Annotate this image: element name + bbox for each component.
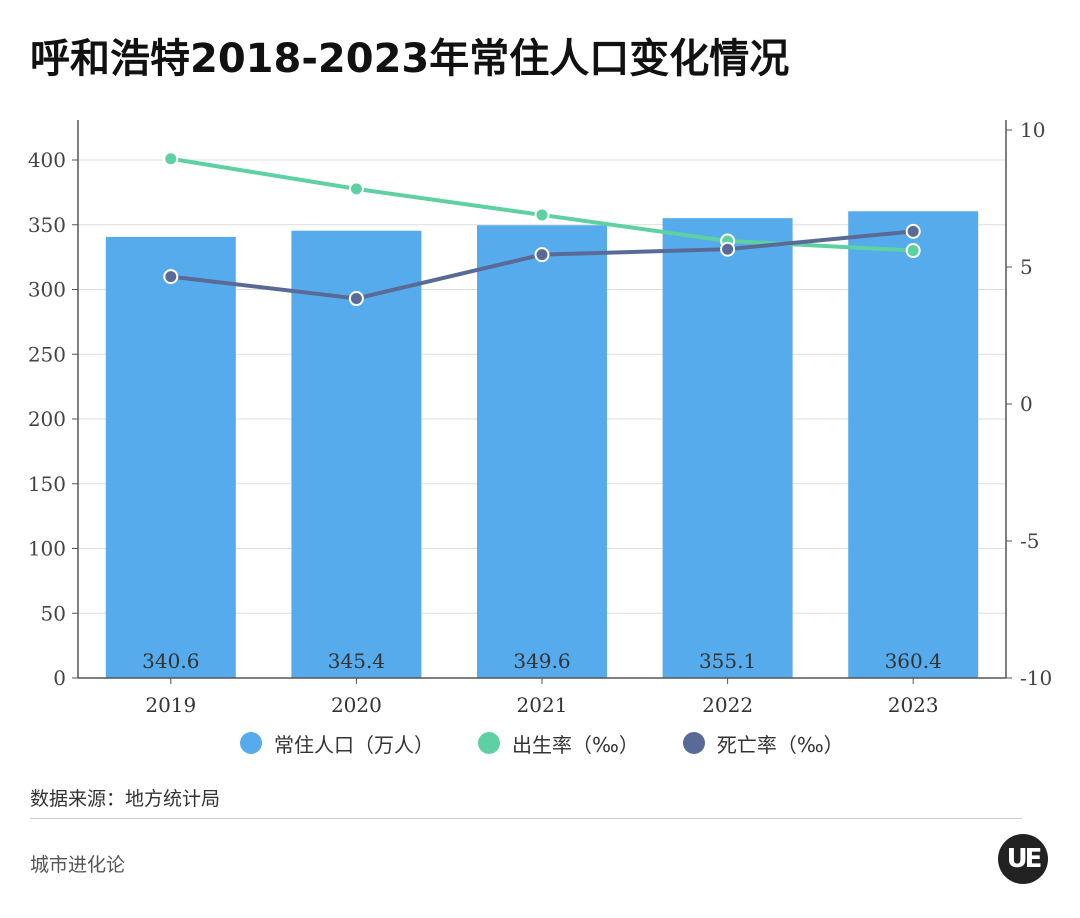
legend-label-birth-rate: 出生率（‰） (512, 732, 639, 757)
bar-label-2020: 345.4 (328, 649, 385, 673)
bar-label-2023: 360.4 (885, 649, 942, 673)
bar-2022 (662, 218, 793, 678)
legend-label-population: 常住人口（万人） (274, 732, 434, 757)
y-left-tick-label: 350 (28, 213, 66, 237)
bar-label-2019: 340.6 (142, 649, 199, 673)
y-right-tick-label: -10 (1020, 666, 1052, 690)
y-left-tick-label: 50 (41, 601, 66, 625)
legend-item-birth-rate: 出生率（‰） (478, 729, 639, 758)
birth-rate-point-2021 (534, 207, 550, 223)
brand-logo-icon: UE (998, 834, 1048, 884)
y-right-tick-label: 10 (1020, 118, 1045, 142)
y-left-tick-label: 200 (28, 407, 66, 431)
y-left-tick-label: 100 (28, 537, 66, 561)
bar-2019 (105, 236, 236, 678)
y-left-tick-label: 300 (28, 278, 66, 302)
legend-label-death-rate: 死亡率（‰） (716, 732, 844, 757)
birth-rate-point-2023 (905, 243, 921, 259)
death-rate-point-2020 (348, 291, 364, 307)
legend-item-death-rate: 死亡率（‰） (682, 729, 844, 758)
y-left-tick-label: 400 (28, 148, 66, 172)
bar-label-2022: 355.1 (699, 649, 756, 673)
brand-name: 城市进化论 (30, 854, 126, 876)
x-tick-label-2021: 2021 (517, 693, 568, 717)
y-right-tick-label: 5 (1020, 255, 1033, 279)
x-tick-label-2023: 2023 (888, 693, 939, 717)
y-left-tick-label: 150 (28, 472, 66, 496)
legend-item-population: 常住人口（万人） (240, 729, 434, 758)
chart-legend: 常住人口（万人） 出生率（‰） 死亡率（‰） (240, 728, 888, 758)
chart-title: 呼和浩特2018-2023年常住人口变化情况 (30, 36, 790, 82)
death-rate-point-2023 (905, 223, 921, 239)
death-rate-point-2019 (163, 269, 179, 285)
chart-canvas: 340.6 345.4 349.6 355.1 360.4050100150200250… (28, 118, 1052, 717)
y-left-tick-label: 0 (53, 666, 66, 690)
bar-2023 (848, 211, 979, 679)
y-right-tick-label: 0 (1020, 392, 1033, 416)
x-tick-label-2022: 2022 (702, 693, 753, 717)
legend-swatch-birth-rate (478, 732, 500, 754)
birth-rate-point-2019 (163, 151, 179, 167)
data-source: 数据来源：地方统计局 (30, 788, 221, 810)
y-left-tick-label: 250 (28, 342, 66, 366)
birth-rate-point-2020 (348, 181, 364, 197)
death-rate-point-2022 (720, 241, 736, 257)
footer-divider (30, 818, 1022, 819)
y-right-tick-label: -5 (1020, 529, 1039, 553)
bar-2021 (477, 225, 607, 678)
x-tick-label-2020: 2020 (331, 693, 382, 717)
death-rate-point-2021 (534, 247, 550, 263)
bar-label-2021: 349.6 (513, 649, 570, 673)
legend-swatch-population (240, 732, 262, 754)
x-tick-label-2019: 2019 (145, 693, 196, 717)
legend-swatch-death-rate (682, 732, 705, 754)
